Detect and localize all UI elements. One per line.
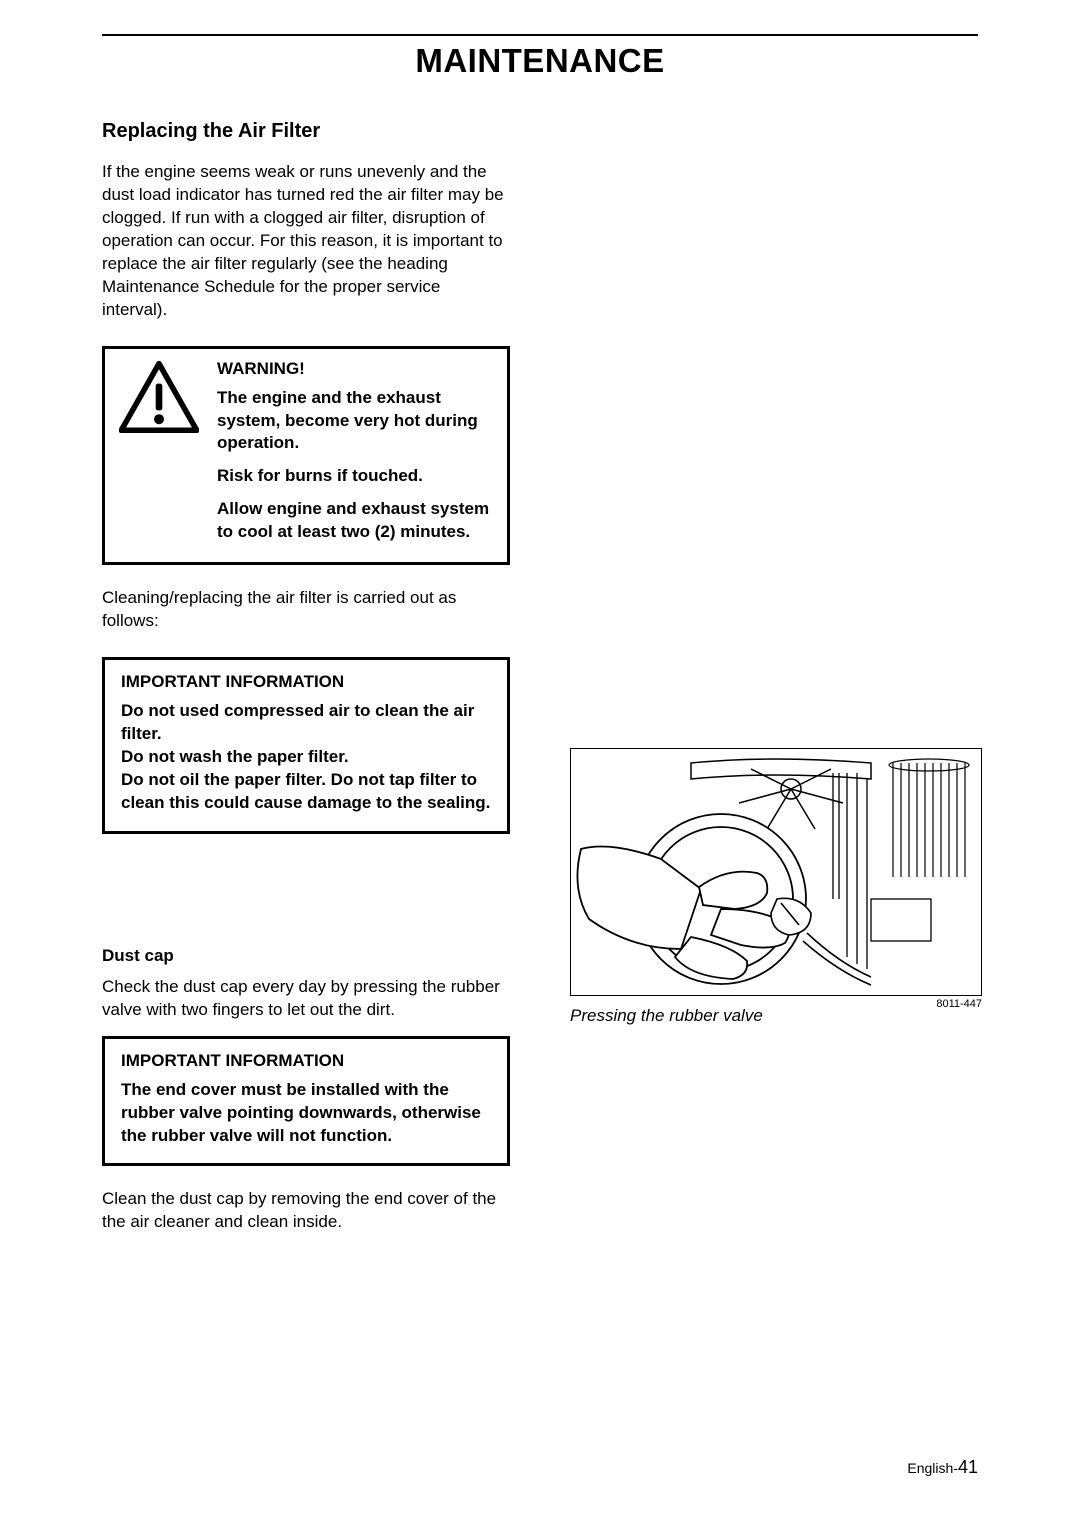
figure-region: Pressing the rubber valve 8011-447 [570,748,982,1026]
dust-cap-heading: Dust cap [102,946,510,966]
figure-code: 8011-447 [936,998,982,1010]
warning-triangle-icon [119,361,199,433]
info-box-2: IMPORTANT INFORMATION The end cover must… [102,1036,510,1167]
page: MAINTENANCE Replacing the Air Filter If … [0,0,1080,1528]
page-footer: English-41 [907,1457,978,1478]
info-box-1: IMPORTANT INFORMATION Do not used compre… [102,657,510,834]
figure-rubber-valve [570,748,982,996]
clean-dust-cap-text: Clean the dust cap by removing the end c… [102,1188,510,1234]
footer-lang: English- [907,1460,958,1476]
figure-illustration-icon [571,749,983,997]
section-heading-air-filter: Replacing the Air Filter [102,120,510,143]
left-column: Replacing the Air Filter If the engine s… [102,120,510,1258]
warning-para-3: Allow engine and exhaust system to cool … [217,498,493,544]
info2-body: The end cover must be installed with the… [121,1079,491,1148]
warning-icon [119,359,199,438]
warning-box: WARNING! The engine and the exhaust syst… [102,346,510,566]
figure-caption: Pressing the rubber valve [570,1006,763,1026]
warning-content: WARNING! The engine and the exhaust syst… [217,359,493,545]
top-rule [102,34,978,36]
info1-body: Do not used compressed air to clean the … [121,700,491,815]
after-warning-text: Cleaning/replacing the air filter is car… [102,587,510,633]
dust-cap-text: Check the dust cap every day by pressing… [102,976,510,1022]
warning-para-2: Risk for burns if touched. [217,465,493,488]
info2-heading: IMPORTANT INFORMATION [121,1051,491,1071]
warning-heading: WARNING! [217,359,493,379]
info1-heading: IMPORTANT INFORMATION [121,672,491,692]
figure-caption-row: Pressing the rubber valve 8011-447 [570,1006,982,1026]
footer-page-number: 41 [958,1457,978,1477]
spacer [102,856,510,946]
intro-paragraph: If the engine seems weak or runs unevenl… [102,161,510,322]
content-columns: Replacing the Air Filter If the engine s… [102,120,978,1258]
warning-para-1: The engine and the exhaust system, becom… [217,387,493,456]
page-title: MAINTENANCE [102,42,978,80]
